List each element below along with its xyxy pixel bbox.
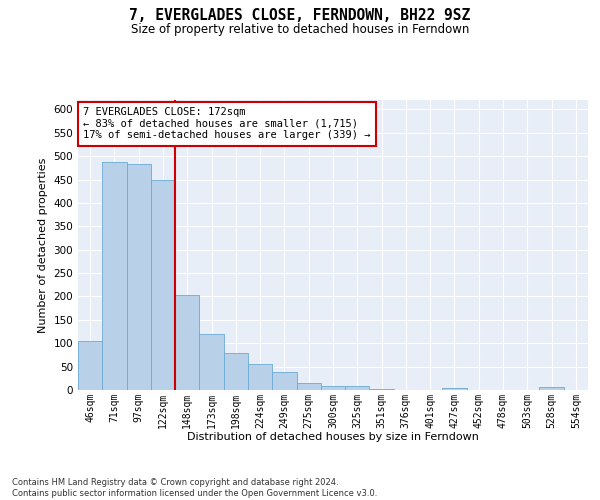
Bar [78,341,102,390]
Text: Size of property relative to detached houses in Ferndown: Size of property relative to detached ho… [131,22,469,36]
Bar [199,334,224,390]
Bar [224,352,248,390]
Bar [539,387,564,390]
Bar [442,388,467,390]
Text: 7, EVERGLADES CLOSE, FERNDOWN, BH22 9SZ: 7, EVERGLADES CLOSE, FERNDOWN, BH22 9SZ [130,8,470,22]
Bar [272,372,296,390]
Bar [296,384,321,390]
Text: Contains HM Land Registry data © Crown copyright and database right 2024.
Contai: Contains HM Land Registry data © Crown c… [12,478,377,498]
Bar [127,164,151,390]
Bar [102,162,127,390]
Bar [370,389,394,390]
Text: 7 EVERGLADES CLOSE: 172sqm
← 83% of detached houses are smaller (1,715)
17% of s: 7 EVERGLADES CLOSE: 172sqm ← 83% of deta… [83,108,371,140]
Bar [321,386,345,390]
Text: Distribution of detached houses by size in Ferndown: Distribution of detached houses by size … [187,432,479,442]
Bar [248,364,272,390]
Bar [151,180,175,390]
Bar [175,295,199,390]
Bar [345,386,370,390]
Y-axis label: Number of detached properties: Number of detached properties [38,158,48,332]
